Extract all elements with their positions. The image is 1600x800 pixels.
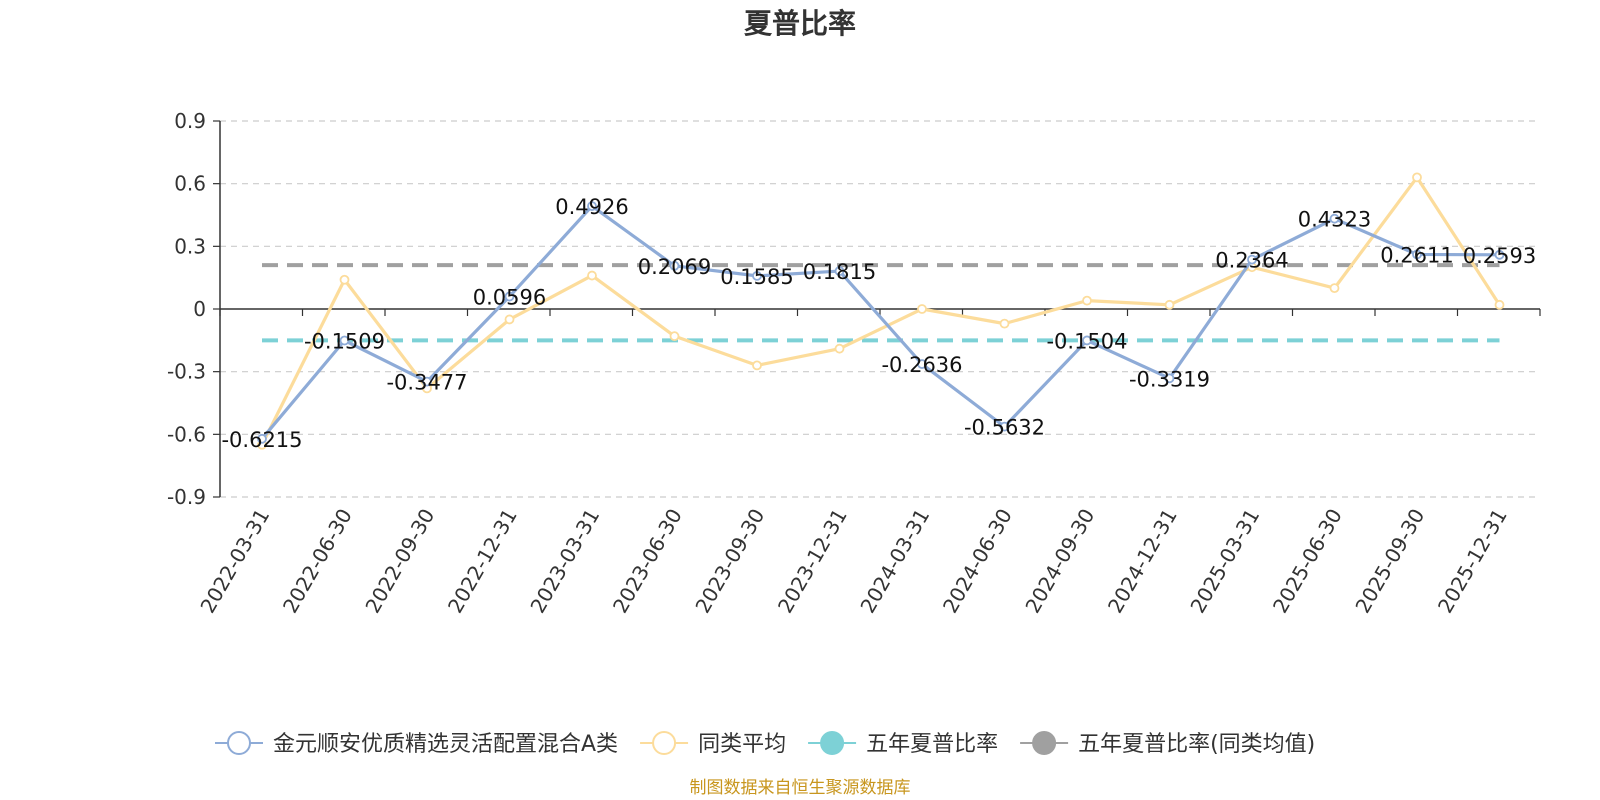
fund-data-point <box>669 260 680 271</box>
x-tick-label: 2022-09-30 <box>360 505 439 618</box>
data-label: 0.4926 <box>555 195 628 219</box>
peer-data-point <box>917 304 927 314</box>
peer-data-point <box>504 314 515 325</box>
data-label: 0.2593 <box>1463 244 1536 268</box>
fund-data-point <box>1412 249 1422 260</box>
legend-swatch-marker <box>820 731 845 755</box>
y-tick-label: 0.6 <box>174 172 206 196</box>
legend-label: 五年夏普比率(同类均值) <box>1078 732 1315 757</box>
fund-data-point <box>1247 254 1257 265</box>
legend-label: 同类平均 <box>698 732 786 757</box>
fund-data-point <box>257 433 267 444</box>
x-tick-label: 2023-12-31 <box>773 505 852 618</box>
peer-data-point <box>587 270 597 281</box>
x-tick-label: 2022-03-31 <box>195 505 274 618</box>
peer-data-point <box>834 343 845 354</box>
peer-data-point <box>752 360 762 371</box>
fund-data-point <box>917 359 927 369</box>
fund-data-point <box>999 421 1010 432</box>
x-tick-label: 2024-06-30 <box>938 505 1017 618</box>
source-note: 制图数据来自恒生聚源数据库 <box>690 778 911 798</box>
legend-label: 金元顺安优质精选灵活配置混合A类 <box>273 732 618 757</box>
x-tick-label: 2025-03-31 <box>1185 505 1264 618</box>
fund-data-point <box>422 376 432 387</box>
x-tick-label: 2023-06-30 <box>608 505 687 618</box>
peer-average-line <box>260 175 1501 446</box>
fund-data-point <box>834 266 845 276</box>
data-label: -0.5632 <box>964 416 1045 440</box>
fund-data-point <box>1082 335 1092 346</box>
data-label: 0.2069 <box>638 255 711 279</box>
y-tick-label: -0.9 <box>167 485 206 509</box>
x-tick-label: 2024-09-30 <box>1020 505 1099 618</box>
fund-data-point <box>1329 213 1340 224</box>
fund-data-point <box>504 291 515 302</box>
x-tick-label: 2022-12-31 <box>443 505 522 618</box>
y-tick-label: -0.6 <box>167 422 206 446</box>
legend-item: 金元顺安优质精选灵活配置混合A类 <box>215 731 618 757</box>
data-label: 0.1585 <box>720 265 793 289</box>
x-tick-label: 2025-12-31 <box>1433 505 1512 618</box>
x-tick-label: 2022-06-30 <box>278 505 357 618</box>
y-tick-label: 0 <box>193 297 206 321</box>
y-tick-label: 0.9 <box>174 109 206 133</box>
x-tick-label: 2023-03-31 <box>525 505 604 618</box>
peer-data-point <box>339 274 350 285</box>
legend-item: 同类平均 <box>640 731 786 757</box>
peer-data-point <box>1082 295 1092 306</box>
data-label: -0.6215 <box>221 428 302 452</box>
data-label: 0.1815 <box>803 260 876 284</box>
fund-data-point <box>1164 373 1175 384</box>
x-tick-label: 2024-03-31 <box>855 505 934 618</box>
data-label: 0.2364 <box>1215 249 1288 273</box>
y-tick-label: -0.3 <box>167 360 206 384</box>
fund-data-point <box>1494 249 1505 260</box>
legend-item: 五年夏普比率(同类均值) <box>1020 731 1315 757</box>
peer-data-point <box>1329 283 1340 294</box>
peer-data-point <box>669 331 680 342</box>
fund-data-point <box>752 270 762 281</box>
peer-data-point <box>999 318 1010 329</box>
y-tick-label: 0.3 <box>174 234 206 258</box>
fund-series-line <box>260 204 1500 440</box>
data-label: -0.3319 <box>1129 367 1210 391</box>
x-tick-label: 2025-09-30 <box>1350 505 1429 618</box>
chart-title: 夏普比率 <box>744 7 856 40</box>
data-label: -0.2636 <box>881 353 962 377</box>
fund-data-point <box>587 201 597 212</box>
peer-data-point <box>1412 172 1422 183</box>
x-tick-label: 2023-09-30 <box>690 505 769 618</box>
legend-swatch-marker <box>1032 731 1057 755</box>
legend-label: 五年夏普比率 <box>866 732 998 757</box>
peer-data-point <box>1494 299 1505 310</box>
data-label: -0.3477 <box>386 371 467 395</box>
peer-data-point <box>1164 299 1175 310</box>
data-label: -0.1509 <box>304 330 385 354</box>
data-label: 0.4323 <box>1298 208 1371 232</box>
fund-data-point <box>339 335 350 346</box>
legend-swatch-marker <box>652 731 677 755</box>
data-label: 0.0596 <box>473 286 546 310</box>
legend-swatch-marker <box>227 731 251 755</box>
x-tick-label: 2024-12-31 <box>1103 505 1182 618</box>
legend-item: 五年夏普比率 <box>808 731 998 757</box>
data-label: 0.2611 <box>1380 243 1453 267</box>
x-tick-label: 2025-06-30 <box>1268 505 1347 618</box>
data-label: -0.1504 <box>1046 329 1127 353</box>
